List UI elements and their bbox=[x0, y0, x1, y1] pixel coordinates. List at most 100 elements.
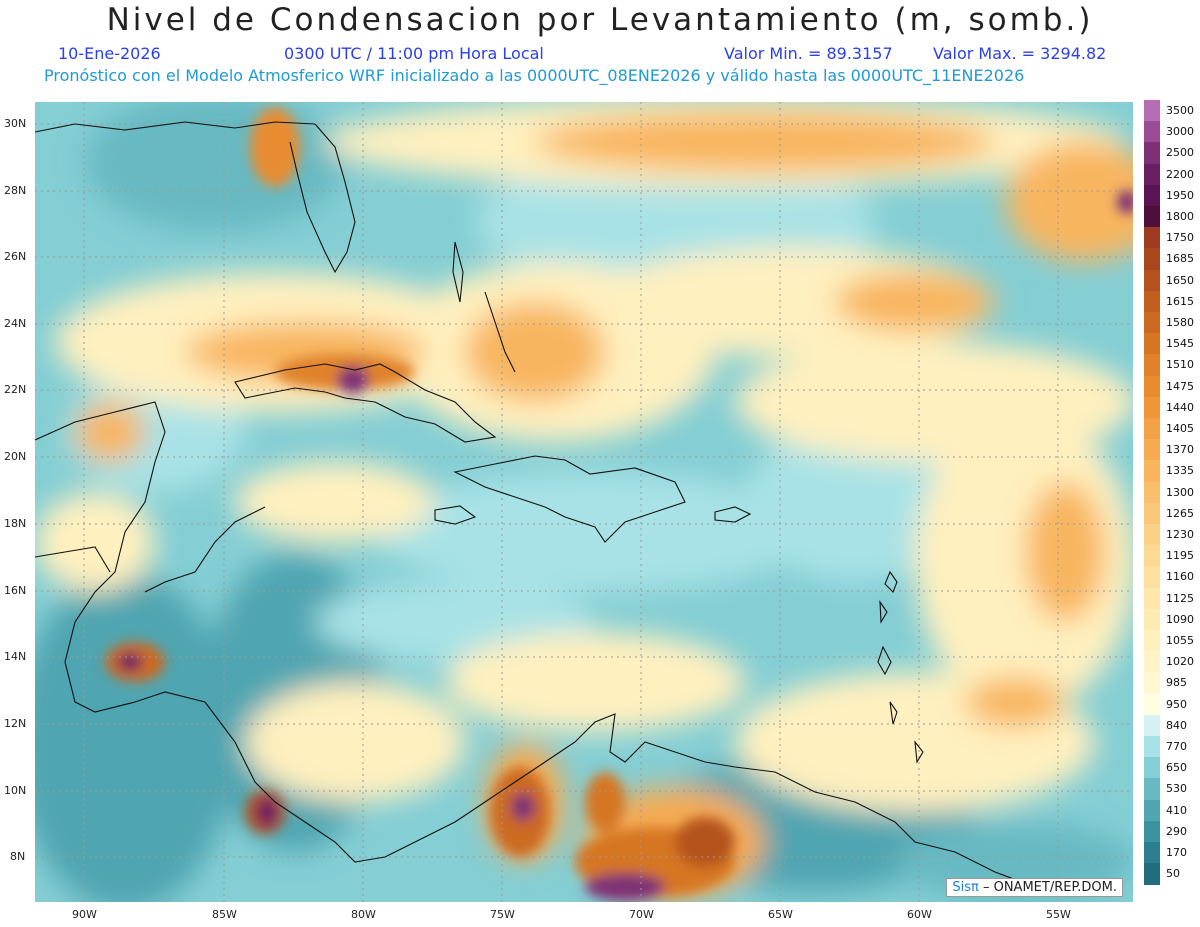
lon-label: 60W bbox=[907, 908, 932, 921]
legend-swatch bbox=[1144, 608, 1160, 631]
lat-label: 16N bbox=[4, 584, 27, 597]
legend-label: 950 bbox=[1166, 697, 1187, 711]
lat-label: 24N bbox=[4, 317, 27, 330]
lat-label: 14N bbox=[4, 650, 27, 663]
legend-label: 1335 bbox=[1166, 464, 1194, 478]
credit-text: – ONAMET/REP.DOM. bbox=[982, 880, 1117, 895]
max-value: Valor Max. = 3294.82 bbox=[933, 44, 1107, 63]
legend-label: 1405 bbox=[1166, 422, 1194, 435]
legend-swatch bbox=[1144, 651, 1160, 673]
legend-label: 1685 bbox=[1166, 252, 1194, 266]
lat-label: 28N bbox=[4, 184, 27, 197]
legend-swatch bbox=[1144, 142, 1160, 165]
legend-swatch bbox=[1144, 333, 1160, 355]
legend-swatch bbox=[1144, 545, 1160, 567]
credit-brand: Sisπ bbox=[952, 880, 979, 895]
legend-swatch bbox=[1144, 524, 1160, 546]
lon-label: 65W bbox=[768, 908, 793, 921]
legend-label: 410 bbox=[1166, 803, 1187, 817]
legend-label: 530 bbox=[1166, 782, 1187, 796]
forecast-time: 0300 UTC / 11:00 pm Hora Local bbox=[284, 44, 544, 63]
lat-label: 18N bbox=[4, 517, 27, 530]
legend-swatch bbox=[1144, 184, 1160, 207]
model-info: Pronóstico con el Modelo Atmosferico WRF… bbox=[44, 66, 1025, 85]
legend-swatch bbox=[1144, 163, 1160, 186]
legend-label: 1440 bbox=[1166, 400, 1194, 414]
legend-label: 985 bbox=[1166, 676, 1187, 690]
legend-label: 1370 bbox=[1166, 443, 1194, 457]
legend-swatch bbox=[1144, 227, 1160, 249]
legend-swatch bbox=[1144, 290, 1160, 313]
legend-label: 170 bbox=[1166, 846, 1187, 859]
map-panel: Sisπ – ONAMET/REP.DOM. bbox=[35, 102, 1133, 902]
legend-swatch bbox=[1144, 736, 1160, 758]
legend-swatch bbox=[1144, 375, 1160, 398]
legend-swatch bbox=[1144, 248, 1160, 271]
legend-label: 1055 bbox=[1166, 634, 1194, 647]
credit-box: Sisπ – ONAMET/REP.DOM. bbox=[946, 878, 1123, 897]
legend-swatch bbox=[1144, 714, 1160, 737]
legend-label: 1950 bbox=[1166, 188, 1194, 202]
min-value: Valor Min. = 89.3157 bbox=[724, 44, 893, 63]
lon-label: 75W bbox=[490, 908, 515, 921]
legend-swatch bbox=[1144, 481, 1160, 504]
lat-label: 8N bbox=[10, 850, 26, 863]
legend-swatch bbox=[1144, 757, 1160, 779]
lat-label: 12N bbox=[4, 717, 27, 730]
legend-label: 1650 bbox=[1166, 273, 1194, 287]
legend-swatch bbox=[1144, 502, 1160, 525]
legend-swatch bbox=[1144, 672, 1160, 695]
lon-label: 85W bbox=[212, 908, 237, 921]
legend-label: 1125 bbox=[1166, 591, 1194, 605]
legend-label: 650 bbox=[1166, 761, 1187, 775]
lon-label: 80W bbox=[351, 908, 376, 921]
legend-label: 1615 bbox=[1166, 294, 1194, 308]
forecast-date: 10-Ene-2026 bbox=[58, 44, 161, 63]
legend-label: 50 bbox=[1166, 867, 1180, 881]
legend-label: 1020 bbox=[1166, 655, 1194, 669]
legend-swatch bbox=[1144, 842, 1160, 864]
lcl-field-map bbox=[35, 102, 1133, 902]
legend-label: 1090 bbox=[1166, 612, 1194, 626]
legend-swatch bbox=[1144, 396, 1160, 419]
legend-swatch bbox=[1144, 863, 1160, 885]
legend-label: 1265 bbox=[1166, 506, 1194, 520]
lon-label: 70W bbox=[629, 908, 654, 921]
legend-label: 1475 bbox=[1166, 379, 1194, 393]
legend-swatch bbox=[1144, 206, 1160, 228]
legend-label: 1800 bbox=[1166, 210, 1194, 223]
legend-label: 1510 bbox=[1166, 358, 1194, 372]
legend-label: 1545 bbox=[1166, 337, 1194, 351]
legend-swatch bbox=[1144, 630, 1160, 652]
legend-label: 770 bbox=[1166, 740, 1187, 753]
lon-label: 90W bbox=[72, 908, 97, 921]
lat-label: 20N bbox=[4, 450, 27, 463]
legend-label: 290 bbox=[1166, 824, 1187, 838]
legend-swatch bbox=[1144, 312, 1160, 334]
legend-swatch bbox=[1144, 778, 1160, 801]
legend-swatch bbox=[1144, 693, 1160, 716]
legend-label: 1160 bbox=[1166, 570, 1194, 584]
legend-swatch bbox=[1144, 820, 1160, 843]
lat-label: 30N bbox=[4, 117, 27, 130]
legend-label: 1750 bbox=[1166, 231, 1194, 245]
legend-label: 1230 bbox=[1166, 528, 1194, 541]
legend-label: 1195 bbox=[1166, 549, 1194, 563]
legend-swatch bbox=[1144, 460, 1160, 483]
legend-swatch bbox=[1144, 418, 1160, 440]
map-title: Nivel de Condensacion por Levantamiento … bbox=[106, 2, 1094, 38]
lon-label: 55W bbox=[1046, 908, 1071, 921]
legend-swatch bbox=[1144, 566, 1160, 589]
legend-swatch bbox=[1144, 587, 1160, 610]
legend-swatch bbox=[1144, 121, 1160, 143]
lat-label: 10N bbox=[4, 784, 27, 797]
legend-label: 1300 bbox=[1166, 485, 1194, 499]
legend-label: 1580 bbox=[1166, 316, 1194, 329]
legend-swatch bbox=[1144, 269, 1160, 292]
legend-swatch bbox=[1144, 799, 1160, 822]
legend-label: 3000 bbox=[1166, 125, 1194, 139]
lat-label: 26N bbox=[4, 250, 27, 263]
legend-label: 2500 bbox=[1166, 146, 1194, 160]
legend-label: 3500 bbox=[1166, 104, 1194, 117]
legend-label: 840 bbox=[1166, 718, 1187, 732]
